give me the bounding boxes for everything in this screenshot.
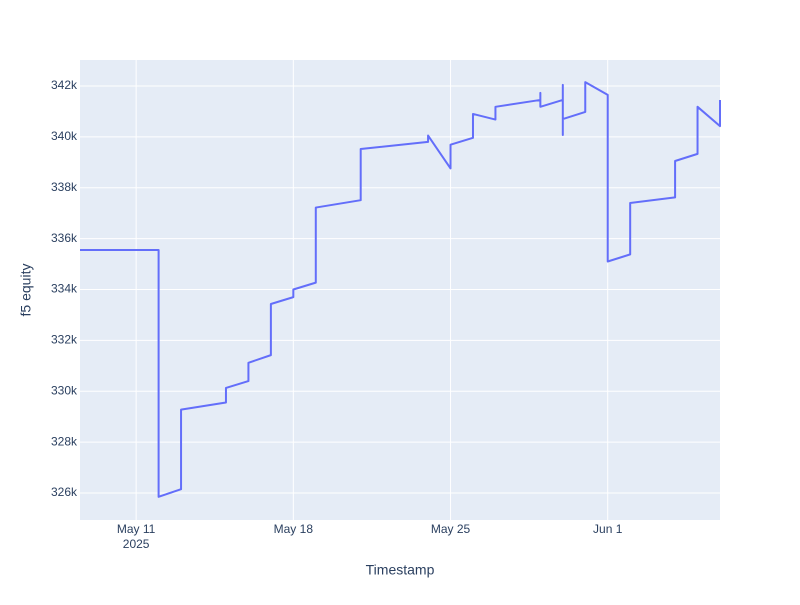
y-tick-label: 338k bbox=[51, 180, 78, 194]
y-tick-label: 336k bbox=[51, 231, 78, 245]
y-tick-label: 330k bbox=[51, 383, 78, 397]
line bbox=[80, 81, 721, 498]
y-tick-label: 334k bbox=[51, 282, 78, 296]
y-tick-label: 332k bbox=[51, 333, 78, 347]
x-tick-year: 2025 bbox=[123, 537, 150, 551]
x-axis-title: Timestamp bbox=[366, 562, 435, 578]
y-tick-label: 342k bbox=[51, 78, 78, 92]
x-tick-label: May 11 bbox=[117, 522, 156, 536]
y-tick-label: 326k bbox=[51, 485, 78, 499]
x-tick-label: Jun 1 bbox=[593, 522, 623, 536]
x-tick-label: May 18 bbox=[274, 522, 314, 536]
y-tick-label: 340k bbox=[51, 129, 78, 143]
plot-area bbox=[80, 60, 720, 520]
x-tick-label: May 25 bbox=[431, 522, 471, 536]
y-axis-title: f5 equity bbox=[18, 264, 34, 317]
y-tick-label: 328k bbox=[51, 434, 78, 448]
